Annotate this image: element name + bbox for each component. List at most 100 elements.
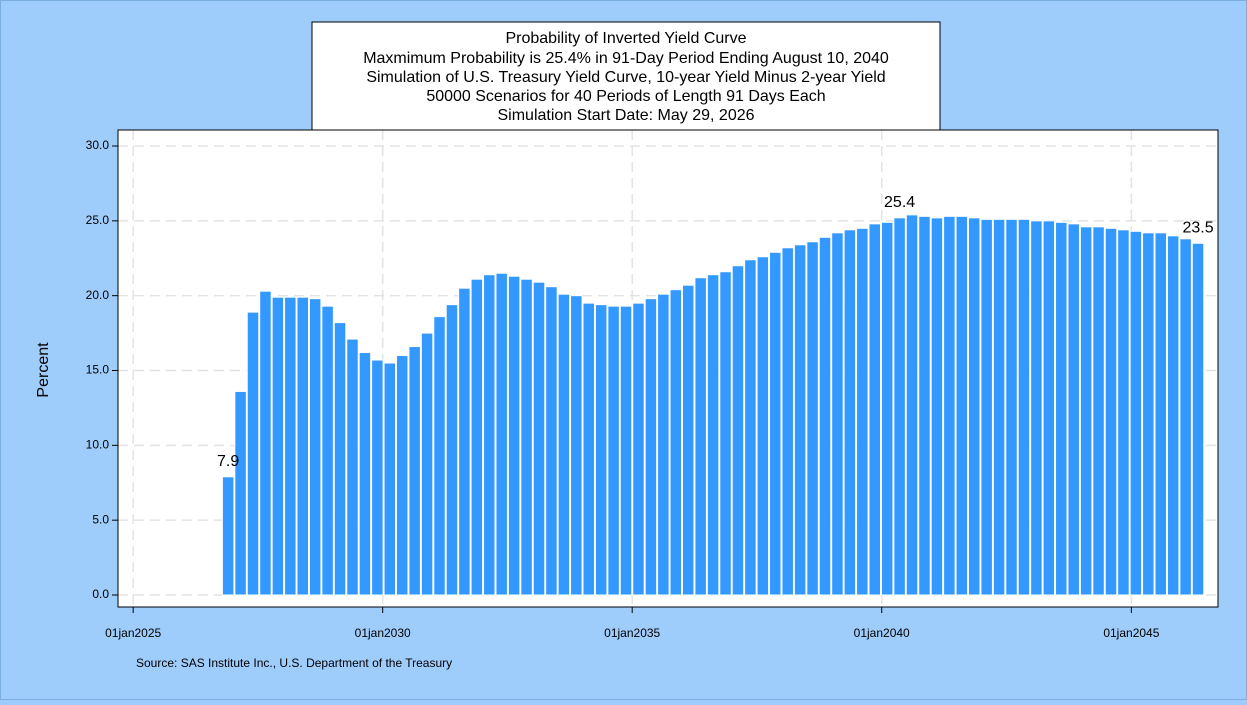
bar [731,265,745,596]
y-tick-label: 20.0 [86,288,110,302]
bar [395,355,409,596]
bar [445,304,459,596]
x-tick-label: 01jan2030 [355,626,411,640]
bar [955,215,969,596]
bar [769,251,782,596]
bar [806,241,819,596]
bar [818,236,832,596]
bar [358,352,372,596]
bar [507,275,521,596]
bar [992,218,1006,596]
bar [594,304,608,596]
bar [296,296,309,596]
bar [420,332,434,596]
y-tick-label: 25.0 [86,213,110,227]
bar [893,217,906,596]
bar [346,338,359,596]
bar [831,232,844,596]
bar [1055,221,1068,596]
bar [333,322,347,596]
bar [1042,220,1056,596]
bar [744,259,757,596]
bar [570,295,583,596]
bar [1129,230,1143,596]
bar [259,290,272,596]
bar [557,293,571,596]
chart-subtitle: Simulation Start Date: May 29, 2026 [497,107,754,124]
bar [918,215,931,596]
y-tick-label: 0.0 [92,587,109,601]
bar [868,223,881,596]
chart-title: Probability of Inverted Yield Curve [505,30,746,47]
bars [221,214,1205,596]
y-tick-label: 15.0 [86,363,110,377]
source-note: Source: SAS Institute Inc., U.S. Departm… [136,656,452,670]
bar [843,229,857,596]
bar [681,284,695,596]
x-tick-label: 01jan2035 [604,626,660,640]
bar [756,256,770,596]
chart-subtitle: 50000 Scenarios for 40 Periods of Length… [426,88,825,105]
y-tick-label: 5.0 [92,512,109,526]
chart-subtitle: Maxmimum Probability is 25.4% in 91-Day … [363,50,889,67]
bar [1179,238,1192,596]
bar [1104,227,1118,596]
bar [582,302,595,596]
bar [632,302,645,596]
bar [706,274,720,596]
bar [520,278,533,596]
x-tick-label: 01jan2025 [105,626,161,640]
bar [321,305,334,596]
bar [1017,218,1031,596]
bar [246,311,260,596]
bar [930,217,944,596]
bar [545,286,558,596]
y-tick-label: 10.0 [86,438,110,452]
bar [495,272,508,596]
bar [943,215,956,596]
bar [470,278,484,596]
bar [694,277,707,596]
data-label: 23.5 [1182,220,1213,237]
bar [967,217,981,596]
bar [1191,242,1205,596]
y-tick-label: 30.0 [86,138,110,152]
bar [271,296,285,596]
bar [1030,220,1043,596]
bar [1067,223,1080,596]
bar [1142,232,1155,596]
bar [1166,235,1180,596]
bar [657,293,670,596]
bar [980,218,993,596]
bar [619,305,633,596]
bar [408,346,421,596]
bar [308,298,322,596]
bar [1079,226,1093,596]
x-tick-label: 01jan2040 [854,626,910,640]
bar [644,298,658,596]
bar [433,316,446,596]
title-box [311,21,941,131]
bar [234,390,247,596]
bar [284,296,297,596]
bar [905,214,919,596]
bar [1092,226,1105,596]
data-label: 7.9 [217,453,239,470]
bar [669,289,683,596]
data-label: 25.4 [884,194,915,211]
bar [532,281,546,596]
bar [1154,232,1167,596]
chart-subtitle: Simulation of U.S. Treasury Yield Curve,… [366,69,885,86]
bar [1005,218,1018,596]
bar [856,227,869,596]
bar [607,305,620,596]
bar [880,221,894,596]
bar [483,274,496,596]
bar [793,244,807,596]
bar [458,287,471,596]
bar [1117,229,1130,596]
bar [781,247,794,596]
bar [383,362,397,596]
y-axis-label: Percent [35,342,52,398]
